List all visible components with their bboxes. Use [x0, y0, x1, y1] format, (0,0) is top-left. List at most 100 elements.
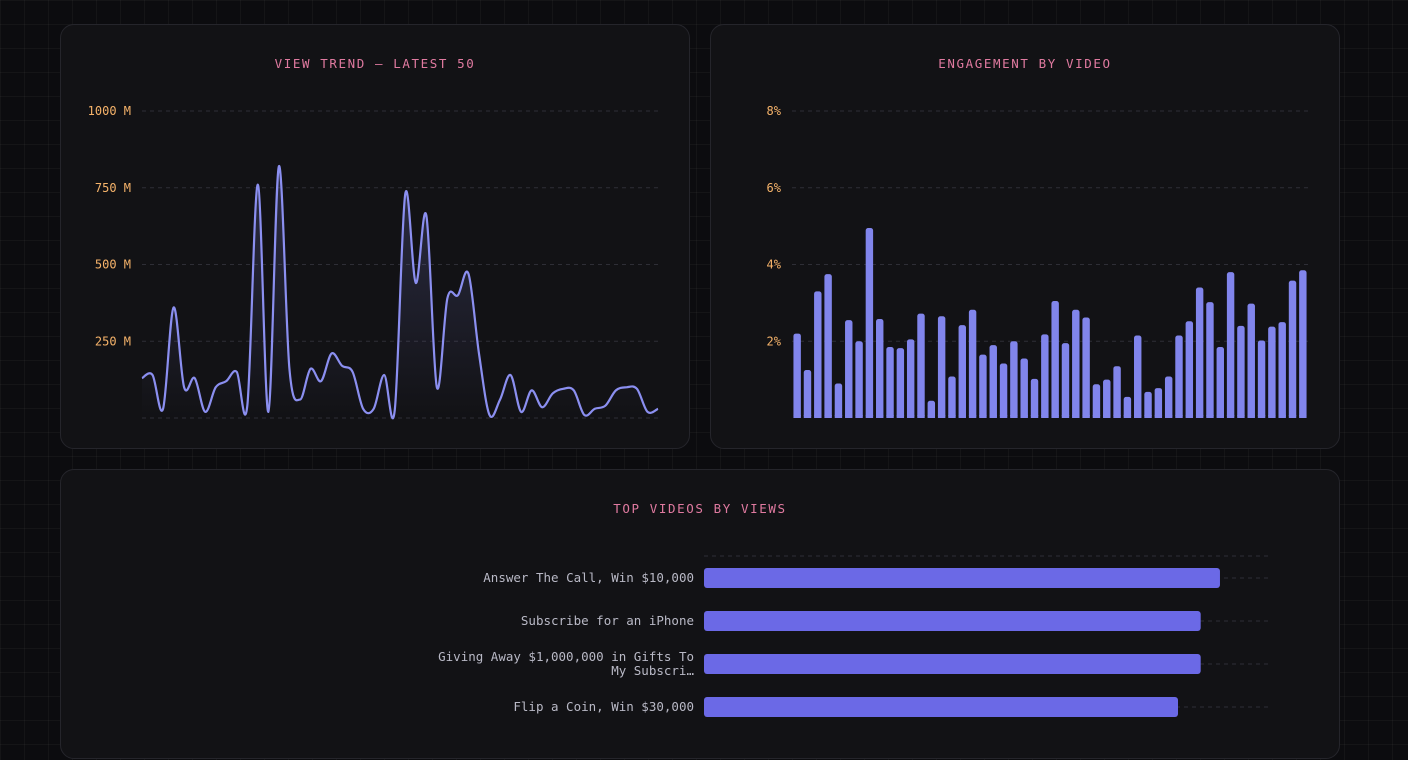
engagement-bar[interactable]: [845, 320, 852, 418]
engagement-bar-base: [1051, 415, 1058, 418]
engagement-bar[interactable]: [979, 355, 986, 418]
engagement-bar[interactable]: [959, 325, 966, 418]
engagement-bar[interactable]: [897, 348, 904, 418]
engagement-bar[interactable]: [1020, 359, 1027, 418]
engagement-bar[interactable]: [938, 316, 945, 418]
engagement-bar-base: [1103, 415, 1110, 418]
y-tick-label: 750 M: [95, 181, 131, 195]
engagement-bar[interactable]: [1165, 377, 1172, 418]
engagement-bar-base: [886, 415, 893, 418]
engagement-bar-base: [1093, 415, 1100, 418]
engagement-bar-base: [1010, 415, 1017, 418]
engagement-bar[interactable]: [948, 377, 955, 418]
top-video-label-line: Giving Away $1,000,000 in Gifts To: [314, 650, 694, 664]
engagement-panel: ENGAGEMENT BY VIDEO 8%6%4%2%: [710, 24, 1340, 449]
engagement-bar-base: [1186, 415, 1193, 418]
y-tick-label: 6%: [767, 181, 782, 195]
engagement-bar-base: [1124, 415, 1131, 418]
engagement-bar[interactable]: [917, 314, 924, 418]
engagement-bar[interactable]: [990, 345, 997, 418]
engagement-bar[interactable]: [1072, 310, 1079, 418]
engagement-bar-base: [1206, 415, 1213, 418]
top-video-label-line: Flip a Coin, Win $30,000: [314, 700, 694, 714]
engagement-bar-base: [1113, 415, 1120, 418]
engagement-bar-base: [1041, 415, 1048, 418]
top-video-label-line: Answer The Call, Win $10,000: [314, 571, 694, 585]
engagement-bar[interactable]: [1206, 302, 1213, 418]
engagement-bar-base: [1227, 415, 1234, 418]
engagement-bar[interactable]: [1082, 317, 1089, 418]
top-video-label: Subscribe for an iPhone: [314, 614, 694, 628]
engagement-bar-base: [845, 415, 852, 418]
y-tick-label: 2%: [767, 334, 782, 348]
engagement-bar[interactable]: [1010, 341, 1017, 418]
engagement-bar[interactable]: [907, 339, 914, 418]
engagement-bar[interactable]: [824, 274, 831, 418]
engagement-bar[interactable]: [1299, 270, 1306, 418]
engagement-bar[interactable]: [1051, 301, 1058, 418]
engagement-bar[interactable]: [804, 370, 811, 418]
engagement-bar[interactable]: [1113, 366, 1120, 418]
engagement-bar[interactable]: [1217, 347, 1224, 418]
engagement-bar-base: [1062, 415, 1069, 418]
engagement-bar[interactable]: [1134, 335, 1141, 418]
engagement-bar[interactable]: [1041, 334, 1048, 418]
engagement-bar[interactable]: [1227, 272, 1234, 418]
engagement-bar[interactable]: [876, 319, 883, 418]
engagement-bar[interactable]: [866, 228, 873, 418]
engagement-bar-base: [804, 415, 811, 418]
engagement-bar-base: [1289, 415, 1296, 418]
engagement-bar[interactable]: [1268, 327, 1275, 418]
engagement-bar-base: [907, 415, 914, 418]
engagement-bar-base: [990, 415, 997, 418]
engagement-bar[interactable]: [969, 310, 976, 418]
engagement-bar[interactable]: [1031, 379, 1038, 418]
engagement-bar-base: [835, 415, 842, 418]
y-tick-label: 250 M: [95, 334, 131, 348]
engagement-bar-base: [1237, 415, 1244, 418]
engagement-bar[interactable]: [886, 347, 893, 418]
engagement-bar[interactable]: [1144, 392, 1151, 418]
engagement-bar[interactable]: [1258, 340, 1265, 418]
engagement-bar-base: [1020, 415, 1027, 418]
engagement-bar[interactable]: [1175, 335, 1182, 418]
engagement-bar-base: [866, 415, 873, 418]
engagement-bar[interactable]: [1124, 397, 1131, 418]
engagement-bar[interactable]: [1237, 326, 1244, 418]
engagement-bar[interactable]: [1062, 343, 1069, 418]
engagement-bar-base: [1000, 415, 1007, 418]
engagement-bar-base: [1031, 415, 1038, 418]
engagement-bar-base: [1278, 415, 1285, 418]
y-tick-label: 4%: [767, 258, 782, 272]
engagement-bar[interactable]: [835, 383, 842, 418]
top-video-bar[interactable]: [704, 611, 1201, 631]
engagement-bar[interactable]: [1196, 288, 1203, 418]
y-tick-label: 8%: [767, 104, 782, 118]
engagement-bar[interactable]: [1103, 380, 1110, 418]
engagement-bar-base: [1248, 415, 1255, 418]
top-video-label: Answer The Call, Win $10,000: [314, 571, 694, 585]
engagement-bar[interactable]: [1000, 364, 1007, 418]
top-videos-chart: [61, 470, 1341, 760]
engagement-bar-base: [1175, 415, 1182, 418]
engagement-bar-base: [855, 415, 862, 418]
engagement-bar[interactable]: [1278, 322, 1285, 418]
engagement-bar-base: [1299, 415, 1306, 418]
top-video-bar[interactable]: [704, 568, 1220, 588]
engagement-bar[interactable]: [1093, 384, 1100, 418]
engagement-bar[interactable]: [1248, 304, 1255, 418]
engagement-bar[interactable]: [1289, 281, 1296, 418]
engagement-bar-base: [814, 415, 821, 418]
engagement-bar[interactable]: [1155, 388, 1162, 418]
top-video-bar[interactable]: [704, 654, 1201, 674]
engagement-bar[interactable]: [1186, 321, 1193, 418]
engagement-bar[interactable]: [793, 334, 800, 418]
engagement-bar-base: [959, 415, 966, 418]
top-video-bar[interactable]: [704, 697, 1178, 717]
engagement-bar[interactable]: [814, 291, 821, 418]
engagement-bar[interactable]: [855, 341, 862, 418]
engagement-bar-base: [1268, 415, 1275, 418]
top-video-label: Flip a Coin, Win $30,000: [314, 700, 694, 714]
